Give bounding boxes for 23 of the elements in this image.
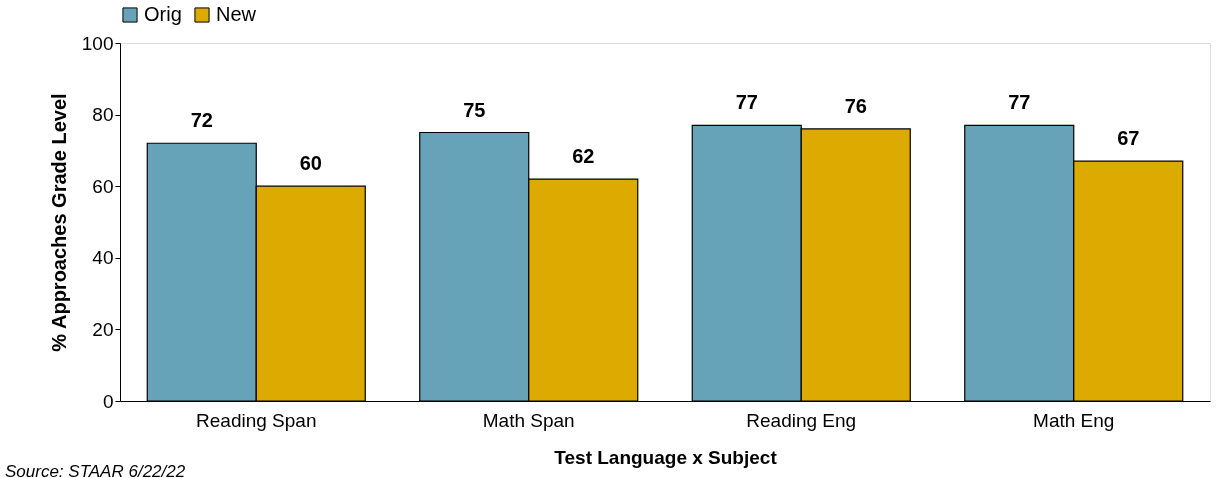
x-tick-label: Math Span bbox=[482, 409, 575, 431]
data-label: 76 bbox=[844, 94, 867, 117]
data-label: 75 bbox=[463, 98, 486, 121]
y-tick-label: 20 bbox=[92, 318, 114, 340]
y-tick-label: 80 bbox=[92, 104, 114, 126]
source-note: Source: STAAR 6/22/22 bbox=[5, 462, 186, 478]
y-tick-label: 0 bbox=[102, 390, 114, 412]
x-tick-label: Reading Eng bbox=[746, 409, 857, 431]
y-axis-title: % Approaches Grade Level bbox=[47, 93, 70, 352]
x-tick-label: Reading Span bbox=[196, 409, 317, 431]
y-tick-label: 40 bbox=[92, 247, 114, 269]
legend-label: New bbox=[216, 3, 257, 25]
y-tick-label: 100 bbox=[81, 32, 114, 54]
data-label: 67 bbox=[1117, 127, 1140, 150]
data-label: 72 bbox=[190, 109, 213, 132]
y-tick-label: 60 bbox=[92, 175, 114, 197]
data-label: 60 bbox=[299, 152, 322, 175]
x-axis-title: Test Language x Subject bbox=[554, 446, 778, 468]
x-tick-label: Math Eng bbox=[1033, 409, 1115, 431]
data-label: 62 bbox=[572, 145, 595, 168]
legend-label: Orig bbox=[144, 3, 182, 25]
data-label: 77 bbox=[1008, 91, 1031, 114]
data-label: 77 bbox=[735, 91, 758, 114]
